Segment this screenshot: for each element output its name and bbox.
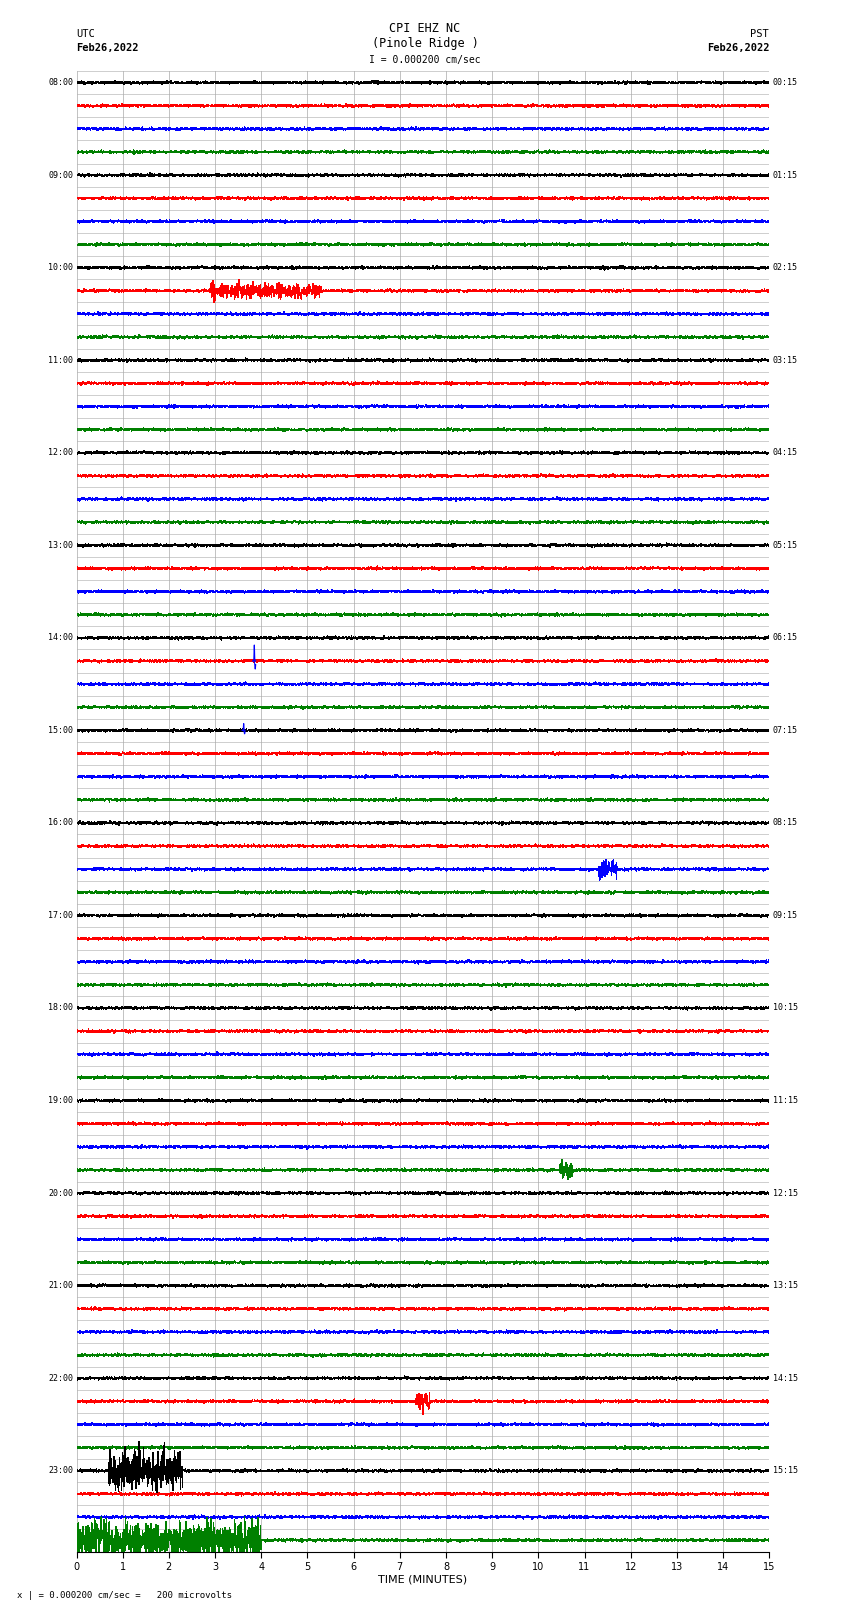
Text: 20:00: 20:00: [48, 1189, 73, 1197]
Text: 09:15: 09:15: [773, 911, 797, 919]
Text: 14:15: 14:15: [773, 1374, 797, 1382]
Text: 21:00: 21:00: [48, 1281, 73, 1290]
Text: 08:15: 08:15: [773, 818, 797, 827]
Text: UTC: UTC: [76, 29, 95, 39]
Text: x | = 0.000200 cm/sec =   200 microvolts: x | = 0.000200 cm/sec = 200 microvolts: [17, 1590, 232, 1600]
Text: 10:15: 10:15: [773, 1003, 797, 1013]
Text: 08:00: 08:00: [48, 77, 73, 87]
Text: 22:00: 22:00: [48, 1374, 73, 1382]
Text: 14:00: 14:00: [48, 634, 73, 642]
Text: CPI EHZ NC: CPI EHZ NC: [389, 23, 461, 35]
Text: PST: PST: [751, 29, 769, 39]
Text: 00:15: 00:15: [773, 77, 797, 87]
Text: 04:15: 04:15: [773, 448, 797, 456]
Text: 15:15: 15:15: [773, 1466, 797, 1476]
Text: Feb26,2022: Feb26,2022: [706, 44, 769, 53]
Text: 11:15: 11:15: [773, 1097, 797, 1105]
Text: 12:15: 12:15: [773, 1189, 797, 1197]
Text: 11:00: 11:00: [48, 356, 73, 365]
Text: 06:15: 06:15: [773, 634, 797, 642]
X-axis label: TIME (MINUTES): TIME (MINUTES): [378, 1574, 468, 1586]
Text: 02:15: 02:15: [773, 263, 797, 273]
Text: 01:15: 01:15: [773, 171, 797, 179]
Text: I = 0.000200 cm/sec: I = 0.000200 cm/sec: [369, 55, 481, 65]
Text: 05:15: 05:15: [773, 540, 797, 550]
Text: 12:00: 12:00: [48, 448, 73, 456]
Text: 13:15: 13:15: [773, 1281, 797, 1290]
Text: 18:00: 18:00: [48, 1003, 73, 1013]
Text: 19:00: 19:00: [48, 1097, 73, 1105]
Text: (Pinole Ridge ): (Pinole Ridge ): [371, 37, 479, 50]
Text: 15:00: 15:00: [48, 726, 73, 736]
Text: 17:00: 17:00: [48, 911, 73, 919]
Text: 09:00: 09:00: [48, 171, 73, 179]
Text: 03:15: 03:15: [773, 356, 797, 365]
Text: 07:15: 07:15: [773, 726, 797, 736]
Text: Feb26,2022: Feb26,2022: [76, 44, 139, 53]
Text: 10:00: 10:00: [48, 263, 73, 273]
Text: 16:00: 16:00: [48, 818, 73, 827]
Text: 23:00: 23:00: [48, 1466, 73, 1476]
Text: 13:00: 13:00: [48, 540, 73, 550]
